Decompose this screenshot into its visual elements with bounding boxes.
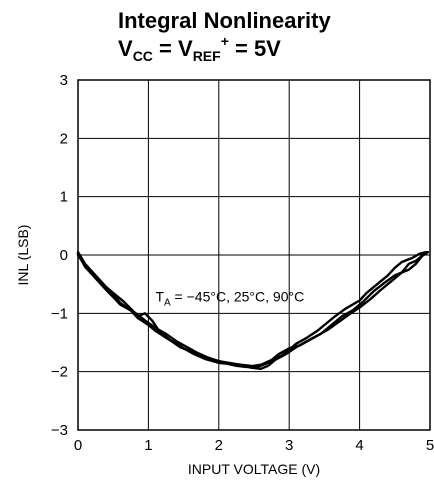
y-tick-label: −1 <box>51 305 68 322</box>
y-tick-labels: 3 2 1 0 −1 −2 −3 <box>51 72 68 439</box>
x-tick-labels: 0 1 2 3 4 5 <box>74 437 434 454</box>
x-tick-label: 3 <box>285 437 293 454</box>
y-tick-label: 1 <box>60 189 68 206</box>
x-tick-label: 0 <box>74 437 82 454</box>
plot-grid <box>78 80 430 430</box>
x-tick-label: 5 <box>426 437 434 454</box>
x-tick-label: 2 <box>215 437 223 454</box>
y-tick-label: 0 <box>60 247 68 264</box>
y-axis-label: INL (LSB) <box>15 225 31 286</box>
y-tick-label: 3 <box>60 72 68 89</box>
inl-series-line <box>76 252 428 370</box>
chart-title-line2: VCC = VREF+ = 5V <box>118 33 281 64</box>
chart-title-line1: Integral Nonlinearity <box>118 8 331 33</box>
x-axis-label: INPUT VOLTAGE (V) <box>188 461 320 477</box>
series-group <box>76 250 430 370</box>
x-tick-label: 4 <box>355 437 363 454</box>
y-tick-label: −3 <box>51 422 68 439</box>
x-tick-label: 1 <box>144 437 152 454</box>
y-tick-label: 2 <box>60 130 68 147</box>
y-tick-label: −2 <box>51 364 68 381</box>
temperature-annotation: TA = −45°C, 25°C, 90°C <box>155 289 304 309</box>
